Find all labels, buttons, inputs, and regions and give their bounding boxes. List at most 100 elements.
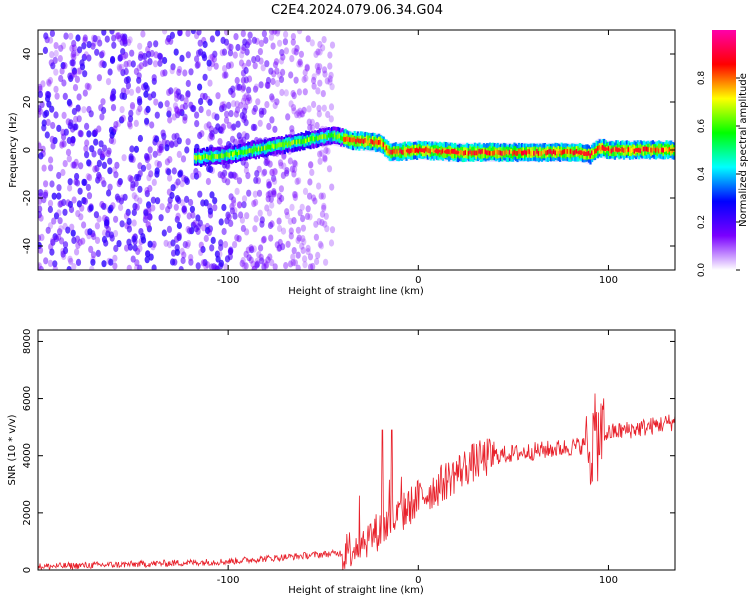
heatmap-cell bbox=[237, 201, 243, 209]
heatmap-cell bbox=[458, 151, 461, 156]
heatmap-cell bbox=[563, 149, 566, 154]
heatmap-cell bbox=[239, 216, 245, 224]
heatmap-cell bbox=[49, 105, 55, 113]
heatmap-cell bbox=[647, 147, 650, 152]
heatmap-cell bbox=[263, 145, 267, 151]
heatmap-cell bbox=[38, 265, 44, 270]
heatmap-cell bbox=[391, 149, 394, 155]
heatmap-cell bbox=[58, 225, 64, 233]
heatmap-cell bbox=[66, 98, 72, 107]
heatmap-cell bbox=[243, 250, 249, 258]
heatmap-cell bbox=[101, 235, 108, 244]
heatmap-cell bbox=[100, 176, 106, 185]
heatmap-cell bbox=[525, 150, 528, 156]
heatmap-cell bbox=[61, 140, 67, 148]
heatmap-cell bbox=[78, 213, 84, 221]
heatmap-cell bbox=[70, 161, 76, 169]
heatmap-cell bbox=[270, 77, 276, 86]
heatmap-cell bbox=[147, 146, 153, 154]
heatmap-cell bbox=[308, 137, 311, 143]
heatmap-cell bbox=[228, 193, 234, 201]
heatmap-cell bbox=[56, 209, 62, 217]
heatmap-cell bbox=[261, 30, 267, 38]
heatmap-cell bbox=[49, 135, 55, 143]
heatmap-cell bbox=[87, 228, 93, 236]
heatmap-cell bbox=[315, 135, 318, 140]
heatmap-cell bbox=[243, 92, 249, 100]
heatmap-cell bbox=[40, 80, 46, 88]
heatmap-cell bbox=[154, 111, 160, 119]
heatmap-cell bbox=[208, 132, 214, 140]
heatmap-cell bbox=[279, 49, 285, 57]
heatmap-cell bbox=[84, 122, 90, 130]
heatmap-cell bbox=[222, 65, 228, 73]
heatmap-cell bbox=[381, 141, 384, 147]
heatmap-cell bbox=[232, 241, 238, 249]
heatmap-cell bbox=[142, 216, 148, 224]
heatmap-cell bbox=[42, 191, 49, 199]
heatmap-cell bbox=[70, 229, 76, 237]
heatmap-cell bbox=[148, 170, 154, 178]
heatmap-cell bbox=[296, 111, 302, 119]
heatmap-cell bbox=[119, 63, 125, 71]
heatmap-cell bbox=[128, 155, 134, 163]
heatmap-cell bbox=[173, 203, 179, 211]
heatmap-cell bbox=[135, 108, 141, 116]
heatmap-cell bbox=[632, 147, 635, 152]
heatmap-cell bbox=[305, 205, 311, 213]
heatmap-cell bbox=[142, 52, 148, 61]
heatmap-cell bbox=[290, 33, 296, 41]
heatmap-cell bbox=[290, 38, 296, 46]
heatmap-cell bbox=[109, 56, 116, 65]
heatmap-cell bbox=[145, 105, 151, 113]
heatmap-cell bbox=[71, 50, 77, 58]
heatmap-cell bbox=[134, 264, 140, 270]
heatmap-cell bbox=[227, 171, 234, 179]
heatmap-cell bbox=[476, 150, 480, 156]
heatmap-cell bbox=[101, 30, 107, 36]
heatmap-cell bbox=[189, 205, 195, 213]
heatmap-cell bbox=[244, 228, 250, 236]
heatmap-cell bbox=[251, 36, 257, 44]
heatmap-cell bbox=[180, 155, 187, 163]
heatmap-cell bbox=[110, 104, 117, 112]
heatmap-cell bbox=[61, 79, 67, 87]
heatmap-cell bbox=[665, 146, 668, 152]
heatmap-cell bbox=[221, 48, 228, 56]
heatmap-cell bbox=[48, 164, 54, 172]
heatmap-cell bbox=[196, 30, 202, 36]
heatmap-cell bbox=[38, 85, 43, 93]
heatmap-cell bbox=[571, 149, 574, 155]
heatmap-cell bbox=[271, 190, 277, 198]
heatmap-cell bbox=[276, 192, 282, 200]
heatmap-cell bbox=[255, 55, 261, 63]
heatmap-cell bbox=[320, 134, 323, 140]
heatmap-cell bbox=[174, 94, 180, 102]
heatmap-cell bbox=[163, 239, 169, 247]
heatmap-cell bbox=[258, 244, 264, 252]
heatmap-cell bbox=[221, 103, 227, 111]
heatmap-cell bbox=[138, 62, 144, 70]
heatmap-cell bbox=[279, 194, 285, 203]
heatmap-cell bbox=[296, 60, 302, 68]
heatmap-cell bbox=[113, 121, 119, 129]
heatmap-cell bbox=[150, 204, 156, 212]
heatmap-cell bbox=[131, 219, 137, 227]
heatmap-cell bbox=[214, 265, 220, 270]
heatmap-cell bbox=[326, 135, 329, 140]
heatmap-cell bbox=[153, 98, 159, 106]
heatmap-cell bbox=[154, 135, 160, 143]
heatmap-cell bbox=[519, 148, 522, 154]
heatmap-cell bbox=[315, 87, 321, 95]
heatmap-cell bbox=[159, 203, 165, 211]
heatmap-peak bbox=[633, 148, 640, 152]
heatmap-cell bbox=[195, 214, 201, 222]
heatmap-cell bbox=[135, 86, 141, 94]
heatmap-cell bbox=[262, 146, 265, 152]
heatmap-cell bbox=[52, 56, 58, 64]
heatmap-cell bbox=[324, 77, 330, 85]
heatmap-cell bbox=[292, 159, 298, 167]
heatmap-cell bbox=[38, 262, 42, 270]
heatmap-cell bbox=[82, 197, 88, 205]
heatmap-cell bbox=[128, 109, 134, 117]
